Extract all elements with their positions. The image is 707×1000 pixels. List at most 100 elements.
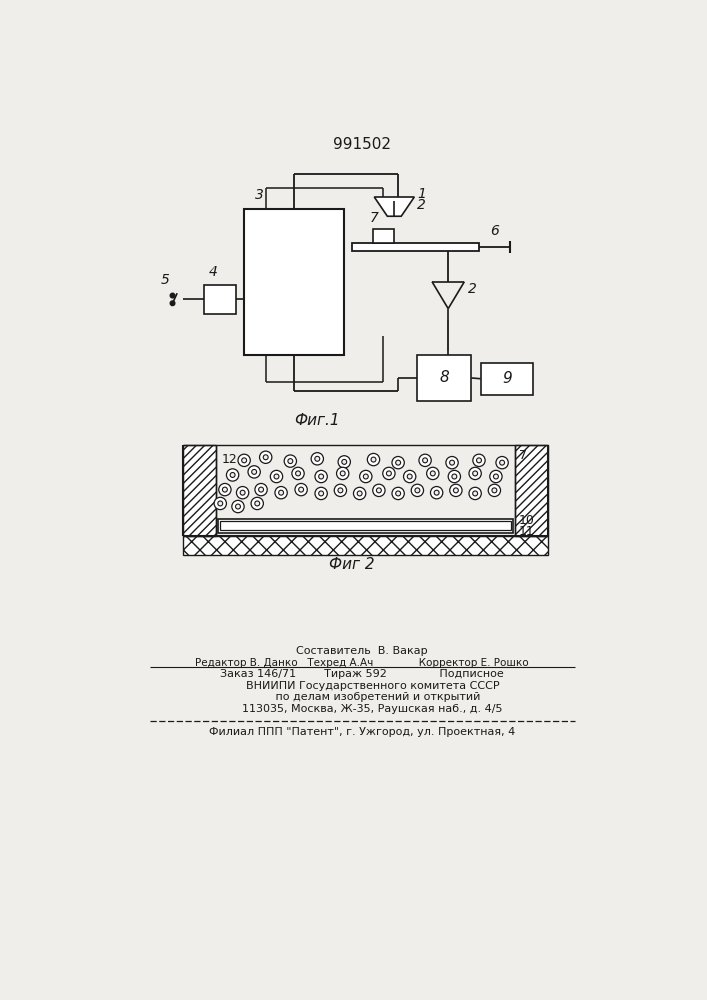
Circle shape [337, 467, 349, 480]
Text: 5: 5 [160, 273, 169, 287]
Text: Заказ 146/71        Тираж 592               Подписное: Заказ 146/71 Тираж 592 Подписное [220, 669, 504, 679]
Circle shape [319, 474, 324, 479]
Circle shape [477, 458, 481, 463]
Text: 6: 6 [491, 224, 499, 238]
Circle shape [426, 467, 439, 480]
Bar [352, 243, 479, 251]
Text: 991502: 991502 [333, 137, 391, 152]
Text: 2: 2 [417, 198, 426, 212]
Circle shape [411, 484, 423, 497]
Circle shape [279, 490, 284, 495]
Circle shape [392, 456, 404, 469]
Text: 12: 12 [222, 453, 238, 466]
Circle shape [376, 488, 381, 493]
Circle shape [230, 473, 235, 477]
Circle shape [284, 455, 296, 467]
Circle shape [341, 459, 346, 464]
Circle shape [452, 474, 457, 479]
Circle shape [292, 467, 304, 480]
Circle shape [407, 474, 412, 479]
Circle shape [469, 467, 481, 480]
Circle shape [232, 500, 244, 513]
Circle shape [490, 470, 502, 483]
Circle shape [270, 470, 283, 483]
Text: 7: 7 [370, 211, 379, 225]
Bar [515, 445, 549, 536]
Text: 3: 3 [255, 188, 264, 202]
Text: Составитель  В. Вакар: Составитель В. Вакар [296, 646, 428, 656]
Circle shape [255, 501, 259, 506]
Bar [373, 229, 395, 243]
Circle shape [334, 484, 346, 497]
Circle shape [251, 497, 264, 510]
Text: Филиал ППП "Патент", г. Ужгород, ул. Проектная, 4: Филиал ППП "Патент", г. Ужгород, ул. Про… [209, 727, 515, 737]
Circle shape [371, 457, 376, 462]
Circle shape [357, 491, 362, 496]
Circle shape [338, 488, 343, 493]
Circle shape [500, 460, 505, 465]
Circle shape [489, 484, 501, 497]
Circle shape [288, 459, 293, 464]
Text: 4: 4 [209, 265, 218, 279]
Text: по делам изобретений и открытий: по делам изобретений и открытий [244, 692, 480, 702]
Circle shape [319, 491, 324, 496]
Circle shape [170, 301, 175, 306]
Circle shape [263, 455, 268, 460]
Circle shape [315, 487, 327, 500]
Bar [481, 363, 533, 395]
Circle shape [275, 487, 287, 499]
Circle shape [295, 483, 308, 496]
Circle shape [446, 456, 458, 469]
Circle shape [214, 497, 226, 510]
Circle shape [236, 487, 249, 499]
Circle shape [248, 466, 260, 478]
Text: 10: 10 [519, 514, 535, 527]
Circle shape [296, 471, 300, 476]
Circle shape [387, 471, 392, 476]
Circle shape [434, 490, 439, 495]
Circle shape [360, 470, 372, 483]
Circle shape [218, 501, 223, 506]
Circle shape [170, 293, 175, 298]
Circle shape [448, 470, 460, 483]
Circle shape [298, 487, 303, 492]
Circle shape [431, 471, 436, 476]
Bar [182, 536, 549, 555]
Circle shape [396, 491, 401, 496]
Circle shape [235, 504, 240, 509]
Circle shape [382, 467, 395, 480]
Bar [417, 355, 472, 401]
Bar [204, 285, 236, 314]
Text: Фиг.1: Фиг.1 [295, 413, 340, 428]
Circle shape [493, 474, 498, 479]
Circle shape [373, 484, 385, 497]
Circle shape [423, 458, 428, 463]
Circle shape [315, 470, 327, 483]
Bar [218, 519, 513, 533]
Circle shape [453, 488, 458, 493]
Text: 7: 7 [519, 449, 527, 462]
Circle shape [492, 488, 497, 493]
Circle shape [469, 487, 481, 500]
Bar [244, 209, 344, 355]
Text: 9: 9 [502, 371, 512, 386]
Circle shape [252, 469, 257, 474]
Bar [221, 521, 510, 530]
Circle shape [368, 453, 380, 466]
Bar [216, 445, 515, 536]
Text: 11: 11 [519, 525, 534, 538]
Circle shape [259, 451, 272, 463]
Text: 2: 2 [467, 282, 477, 296]
Text: 8: 8 [440, 370, 449, 385]
Circle shape [242, 458, 247, 463]
Circle shape [473, 454, 485, 466]
Circle shape [354, 487, 366, 500]
Circle shape [496, 456, 508, 469]
Polygon shape [374, 197, 414, 216]
Circle shape [226, 469, 239, 481]
Circle shape [340, 471, 345, 476]
Text: ВНИИПИ Государственного комитета СССР: ВНИИПИ Государственного комитета СССР [225, 681, 499, 691]
Circle shape [431, 487, 443, 499]
Circle shape [392, 487, 404, 500]
Circle shape [274, 474, 279, 479]
